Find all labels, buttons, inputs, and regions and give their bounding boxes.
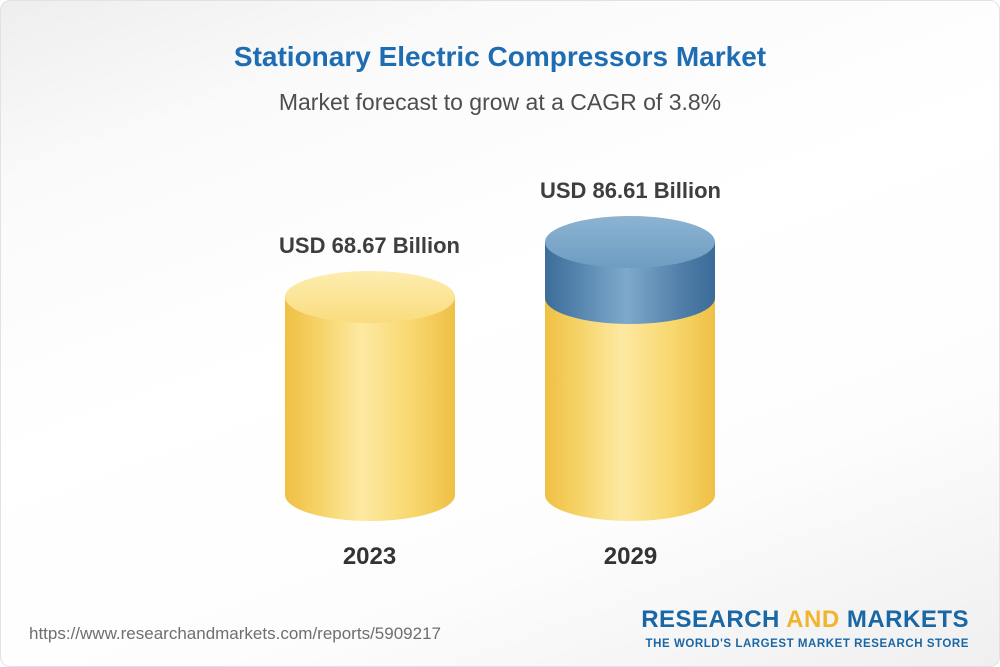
cylinder-top-ellipse-2029 [545,216,716,268]
page-subtitle: Market forecast to grow at a CAGR of 3.8… [278,89,722,115]
logo-word-markets: MARKETS [846,606,969,633]
logo-word-and: AND [786,606,840,633]
header: Stationary Electric Compressors Market M… [1,1,999,116]
cylinder-2029 [545,216,716,521]
bar-group-2023: USD 68.67 Billion 2023 [279,233,460,571]
bar-group-2029: USD 86.61 Billion 2029 [540,178,721,571]
value-label-2029: USD 86.61 Billion [540,178,721,203]
cylinder-top-ellipse-2023 [284,271,455,323]
bar-chart: USD 68.67 Billion 2023 USD 86.61 Billion… [1,151,999,571]
year-label-2023: 2023 [342,543,397,570]
logo-word-research: RESEARCH [641,606,780,633]
logo-tagline: THE WORLD'S LARGEST MARKET RESEARCH STOR… [645,638,969,650]
value-label-2023: USD 68.67 Billion [279,233,460,258]
cylinder-2023 [284,271,455,521]
report-url: https://www.researchandmarkets.com/repor… [29,624,441,643]
research-and-markets-logo: RESEARCH AND MARKETS THE WORLD'S LARGEST… [641,606,969,650]
year-label-2029: 2029 [603,543,658,570]
page-title: Stationary Electric Compressors Market [233,41,767,72]
cylinder-body-2029-base [545,296,716,521]
cylinder-body-2023 [284,297,455,521]
logo-wordmark: RESEARCH AND MARKETS [641,606,969,634]
